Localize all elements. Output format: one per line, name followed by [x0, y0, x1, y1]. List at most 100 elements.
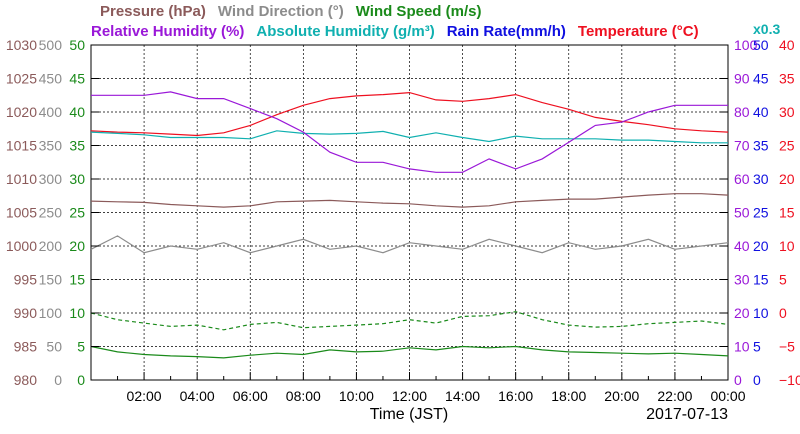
pressure-tick-label: 1020 [6, 104, 37, 120]
wind-direction-tick-label: 500 [39, 37, 63, 53]
temperature-tick-label: 30 [779, 104, 795, 120]
wind-direction-tick-label: 150 [39, 272, 63, 288]
wind-speed-tick-label: 35 [69, 138, 85, 154]
pressure-tick-label: 995 [14, 272, 38, 288]
rain-rate-tick-label: 20 [753, 238, 769, 254]
legend-row1-item-2: Wind Speed (m/s) [356, 3, 482, 20]
wind-speed-tick-label: 25 [69, 205, 85, 221]
x-tick-label: 18:00 [551, 388, 586, 404]
pressure-tick-label: 985 [14, 339, 38, 355]
series-group [90, 91, 729, 359]
wind-speed-tick-label: 10 [69, 305, 85, 321]
wind-direction-tick-label: 350 [39, 138, 63, 154]
pressure-tick-label: 990 [14, 305, 38, 321]
x-axis-title: Time (JST) [370, 406, 449, 423]
pressure-tick-label: 980 [14, 372, 38, 388]
x-tick-label: 12:00 [392, 388, 427, 404]
wind-direction-tick-label: 300 [39, 171, 63, 187]
x-tick-label: 16:00 [498, 388, 533, 404]
rain-rate-tick-label: 5 [753, 339, 761, 355]
rain-rate-tick-label: 35 [753, 138, 769, 154]
rain-rate-tick-label: 30 [753, 171, 769, 187]
x-tick-label: 04:00 [180, 388, 215, 404]
x-tick-label: 00:00 [710, 388, 745, 404]
series-line-wind-direction [90, 235, 729, 254]
wind-speed-tick-label: 0 [77, 372, 85, 388]
humidity-tick-label: 60 [734, 171, 750, 187]
legend: Pressure (hPa) Wind Direction (°) Wind Spe… [91, 3, 780, 40]
humidity-tick-label: 0 [734, 372, 742, 388]
temperature-tick-label: 15 [779, 205, 795, 221]
x-tick-label: 08:00 [286, 388, 321, 404]
wind-speed-tick-label: 5 [77, 339, 85, 355]
wind-direction-tick-label: 100 [39, 305, 63, 321]
pressure-tick-label: 1005 [6, 205, 37, 221]
series-line-wind-speed-max [90, 311, 729, 331]
humidity-tick-label: 20 [734, 305, 750, 321]
pressure-tick-label: 1015 [6, 138, 37, 154]
x-tick-label: 10:00 [339, 388, 374, 404]
temperature-tick-label: 5 [779, 272, 787, 288]
temperature-tick-label: 25 [779, 138, 795, 154]
series-line-temperature [90, 91, 729, 137]
humidity-tick-label: 30 [734, 272, 750, 288]
wind-direction-tick-label: 50 [46, 339, 62, 355]
legend-row2-item-0: Relative Humidity (%) [91, 23, 244, 40]
humidity-tick-label: 90 [734, 71, 750, 87]
legend-row1-item-1: Wind Direction (°) [218, 3, 344, 20]
temperature-tick-label: 0 [779, 305, 787, 321]
rain-rate-tick-label: 45 [753, 71, 769, 87]
wind-speed-tick-label: 15 [69, 272, 85, 288]
temperature-tick-label: 35 [779, 71, 795, 87]
humidity-tick-label: 100 [734, 37, 758, 53]
date-label: 2017-07-13 [646, 406, 728, 423]
x-tick-label: 14:00 [445, 388, 480, 404]
temperature-tick-label: 40 [779, 37, 795, 53]
pressure-tick-label: 1025 [6, 71, 37, 87]
humidity-tick-label: 50 [734, 205, 750, 221]
wind-speed-tick-label: 30 [69, 171, 85, 187]
humidity-tick-label: 40 [734, 238, 750, 254]
x-tick-label: 02:00 [127, 388, 162, 404]
humidity-tick-label: 10 [734, 339, 750, 355]
rain-rate-tick-label: 10 [753, 305, 769, 321]
legend-row1-item-0: Pressure (hPa) [100, 3, 206, 20]
scale-note: x0.3 [753, 21, 780, 37]
rain-rate-tick-label: 15 [753, 272, 769, 288]
legend-row2-item-3: Temperature (°C) [578, 23, 699, 40]
wind-direction-tick-label: 450 [39, 71, 63, 87]
wind-speed-tick-label: 45 [69, 71, 85, 87]
humidity-tick-label: 80 [734, 104, 750, 120]
humidity-tick-label: 70 [734, 138, 750, 154]
rain-rate-tick-label: 40 [753, 104, 769, 120]
series-line-relative-humidity [91, 91, 728, 173]
wind-direction-tick-label: 400 [39, 104, 63, 120]
wind-direction-tick-label: 200 [39, 238, 63, 254]
temperature-tick-label: 10 [779, 238, 795, 254]
pressure-tick-label: 1010 [6, 171, 37, 187]
legend-row2-item-1: Absolute Humidity (g/m³) [256, 23, 434, 40]
wind-speed-tick-label: 20 [69, 238, 85, 254]
temperature-tick-label: 20 [779, 171, 795, 187]
rain-rate-tick-label: 0 [753, 372, 761, 388]
series-line-pressure [90, 193, 729, 208]
legend-row2-item-2: Rain Rate(mm/h) [447, 23, 566, 40]
temperature-tick-label: −5 [779, 339, 795, 355]
temperature-tick-label: −10 [779, 372, 800, 388]
pressure-tick-label: 1000 [6, 238, 37, 254]
rain-rate-tick-label: 25 [753, 205, 769, 221]
axes-group: 1030102510201015101010051000995990985980… [6, 37, 800, 404]
pressure-tick-label: 1030 [6, 37, 37, 53]
x-tick-label: 06:00 [233, 388, 268, 404]
wind-direction-tick-label: 0 [54, 372, 62, 388]
wind-direction-tick-label: 250 [39, 205, 63, 221]
x-tick-label: 22:00 [657, 388, 692, 404]
rain-rate-tick-label: 50 [753, 37, 769, 53]
series-line-wind-speed-mean [90, 345, 729, 359]
wind-speed-tick-label: 50 [69, 37, 85, 53]
series-line-absolute-humidity [90, 130, 728, 144]
x-tick-label: 20:00 [604, 388, 639, 404]
wind-speed-tick-label: 40 [69, 104, 85, 120]
